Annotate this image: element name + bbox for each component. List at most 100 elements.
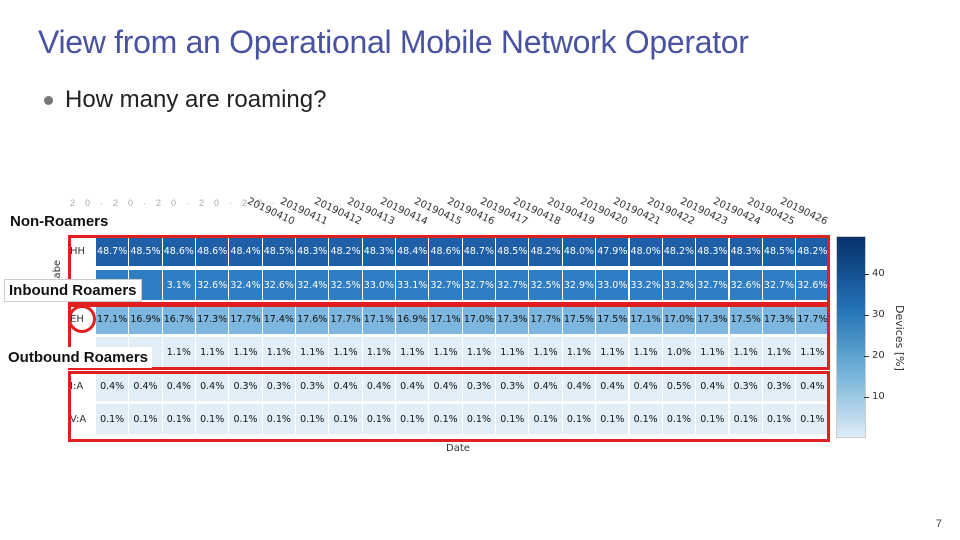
heatmap-cell: 1.1% — [696, 337, 729, 367]
heatmap-cell: 16.9% — [129, 304, 162, 334]
heatmap-cell: 32.4% — [296, 270, 329, 300]
heatmap-cell: 1.1% — [362, 337, 396, 367]
heatmap-cell: 1.1% — [596, 337, 629, 367]
heatmap-cell: 48.5% — [496, 236, 529, 266]
heatmap-cell: 0.1% — [762, 404, 796, 434]
heatmap-cell: 48.4% — [229, 236, 262, 266]
heatmap-cell: 0.1% — [262, 404, 296, 434]
heatmap-cell: 48.6% — [162, 236, 195, 266]
heatmap-cell: 0.4% — [529, 371, 562, 401]
heatmap-cell: 48.3% — [729, 236, 762, 266]
heatmap-cell: 0.4% — [796, 371, 829, 401]
heatmap-cell: 33.2% — [629, 270, 662, 300]
heatmap-row: 3.1% 32.6% 32.4% 32.6% 32.4% 32.5% 33.0% 33.1% 3… — [96, 270, 830, 302]
heatmap-cell: 0.4% — [362, 371, 396, 401]
heatmap-cell: 0.3% — [229, 371, 262, 401]
outbound-roamers-box — [68, 371, 830, 442]
heatmap-cell: 0.4% — [429, 371, 462, 401]
colorbar-tick-label: 10 — [872, 391, 885, 402]
heatmap-cell: 16.7% — [162, 304, 195, 334]
heatmap-cell: 1.1% — [796, 337, 829, 367]
heatmap-cell: 48.5% — [262, 236, 296, 266]
heatmap-cell: 48.3% — [696, 236, 729, 266]
heatmap-cell: 32.6% — [729, 270, 762, 300]
heatmap-cell: 32.7% — [462, 270, 496, 300]
heatmap-cell: 1.1% — [462, 337, 496, 367]
colorbar-tick-mark — [864, 397, 869, 398]
heatmap-cell: 0.3% — [496, 371, 529, 401]
heatmap-cell: 32.9% — [562, 270, 596, 300]
heatmap-cell: 0.4% — [96, 371, 129, 401]
heatmap-cell: 0.1% — [496, 404, 529, 434]
heatmap-cell: 17.3% — [196, 304, 229, 334]
heatmap-cell: 48.2% — [662, 236, 696, 266]
heatmap-cell: 17.5% — [729, 304, 762, 334]
heatmap-cell: 17.5% — [562, 304, 596, 334]
heatmap-cell: 48.2% — [329, 236, 362, 266]
heatmap-cell: 17.1% — [429, 304, 462, 334]
heatmap-cell: 0.1% — [629, 404, 662, 434]
heatmap-cell: 1.1% — [329, 337, 362, 367]
heatmap-cell: 17.7% — [796, 304, 829, 334]
heatmap-cell: 0.4% — [596, 371, 629, 401]
bullet-text: How many are roaming? — [65, 86, 327, 113]
heatmap-cell: 1.1% — [429, 337, 462, 367]
heatmap-cell: 0.1% — [696, 404, 729, 434]
heatmap-cell: 17.3% — [762, 304, 796, 334]
heatmap-cell: 48.5% — [129, 236, 162, 266]
colorbar-tick-mark — [864, 274, 869, 275]
heatmap-cell: 48.5% — [762, 236, 796, 266]
heatmap-cell: 1.1% — [496, 337, 529, 367]
heatmap-cell: 1.1% — [529, 337, 562, 367]
heatmap-cell: 0.4% — [329, 371, 362, 401]
heatmap-cell: 0.1% — [596, 404, 629, 434]
heatmap-cell: 48.0% — [629, 236, 662, 266]
heatmap-cell: 17.1% — [362, 304, 396, 334]
heatmap-cell: 32.7% — [429, 270, 462, 300]
heatmap-cell: 17.7% — [329, 304, 362, 334]
heatmap-cell: 48.3% — [296, 236, 329, 266]
heatmap-cell: 0.3% — [262, 371, 296, 401]
x-tick-labels: 20190410 20190411 20190412 20190413 20190414… — [245, 196, 850, 236]
heatmap-cell: 1.1% — [162, 337, 195, 367]
heatmap-cell: 1.1% — [729, 337, 762, 367]
colorbar-label: Devices [%] — [893, 305, 906, 371]
heatmap-cell: 48.2% — [796, 236, 829, 266]
heatmap-cell: 0.1% — [162, 404, 195, 434]
heatmap-cell: 0.1% — [196, 404, 229, 434]
heatmap-cell: 32.5% — [329, 270, 362, 300]
heatmap-row: 48.7% 48.5% 48.6% 48.6% 48.4% 48.5% 48.3% 48.2%… — [96, 236, 830, 268]
heatmap-cell: 17.0% — [462, 304, 496, 334]
heatmap-cell: 0.1% — [96, 404, 129, 434]
heatmap-cell: 0.1% — [562, 404, 596, 434]
heatmap-cell: 32.6% — [796, 270, 829, 300]
heatmap-cell: 3.1% — [162, 270, 195, 300]
heatmap-cell: 17.4% — [262, 304, 296, 334]
heatmap-cell: 0.3% — [296, 371, 329, 401]
colorbar-tick-mark — [864, 315, 869, 316]
colorbar-tick-mark — [864, 356, 869, 357]
heatmap-cell: 1.1% — [562, 337, 596, 367]
heatmap-cell: 0.4% — [562, 371, 596, 401]
heatmap-cell: 0.4% — [629, 371, 662, 401]
non-roamers-box — [68, 235, 830, 305]
heatmap-cell: 17.1% — [629, 304, 662, 334]
inbound-roamers-box — [68, 304, 830, 370]
heatmap-cell: 0.1% — [662, 404, 696, 434]
heatmap-cell: 0.4% — [162, 371, 195, 401]
heatmap-cell: 17.0% — [662, 304, 696, 334]
heatmap-cell: 32.4% — [229, 270, 262, 300]
bullet-item: How many are roaming? — [44, 86, 326, 114]
heatmap-cell: 48.6% — [429, 236, 462, 266]
heatmap-cell: 32.7% — [496, 270, 529, 300]
heatmap-cell: 0.1% — [729, 404, 762, 434]
colorbar-tick-label: 40 — [872, 268, 885, 279]
heatmap-row: 0.1% 0.1% 0.1% 0.1% 0.1% 0.1% 0.1% 0.1% 0.1% 0.1%… — [96, 404, 830, 436]
heatmap-cell: 0.1% — [796, 404, 829, 434]
heatmap-cell: 0.4% — [196, 371, 229, 401]
heatmap-cell: 48.6% — [196, 236, 229, 266]
heatmap-cell: 16.9% — [396, 304, 429, 334]
heatmap-row: 17.1% 16.9% 16.7% 17.3% 17.7% 17.4% 17.6% 17.7%… — [96, 304, 830, 336]
heatmap-cell: 32.7% — [762, 270, 796, 300]
heatmap-cell: 0.1% — [362, 404, 396, 434]
